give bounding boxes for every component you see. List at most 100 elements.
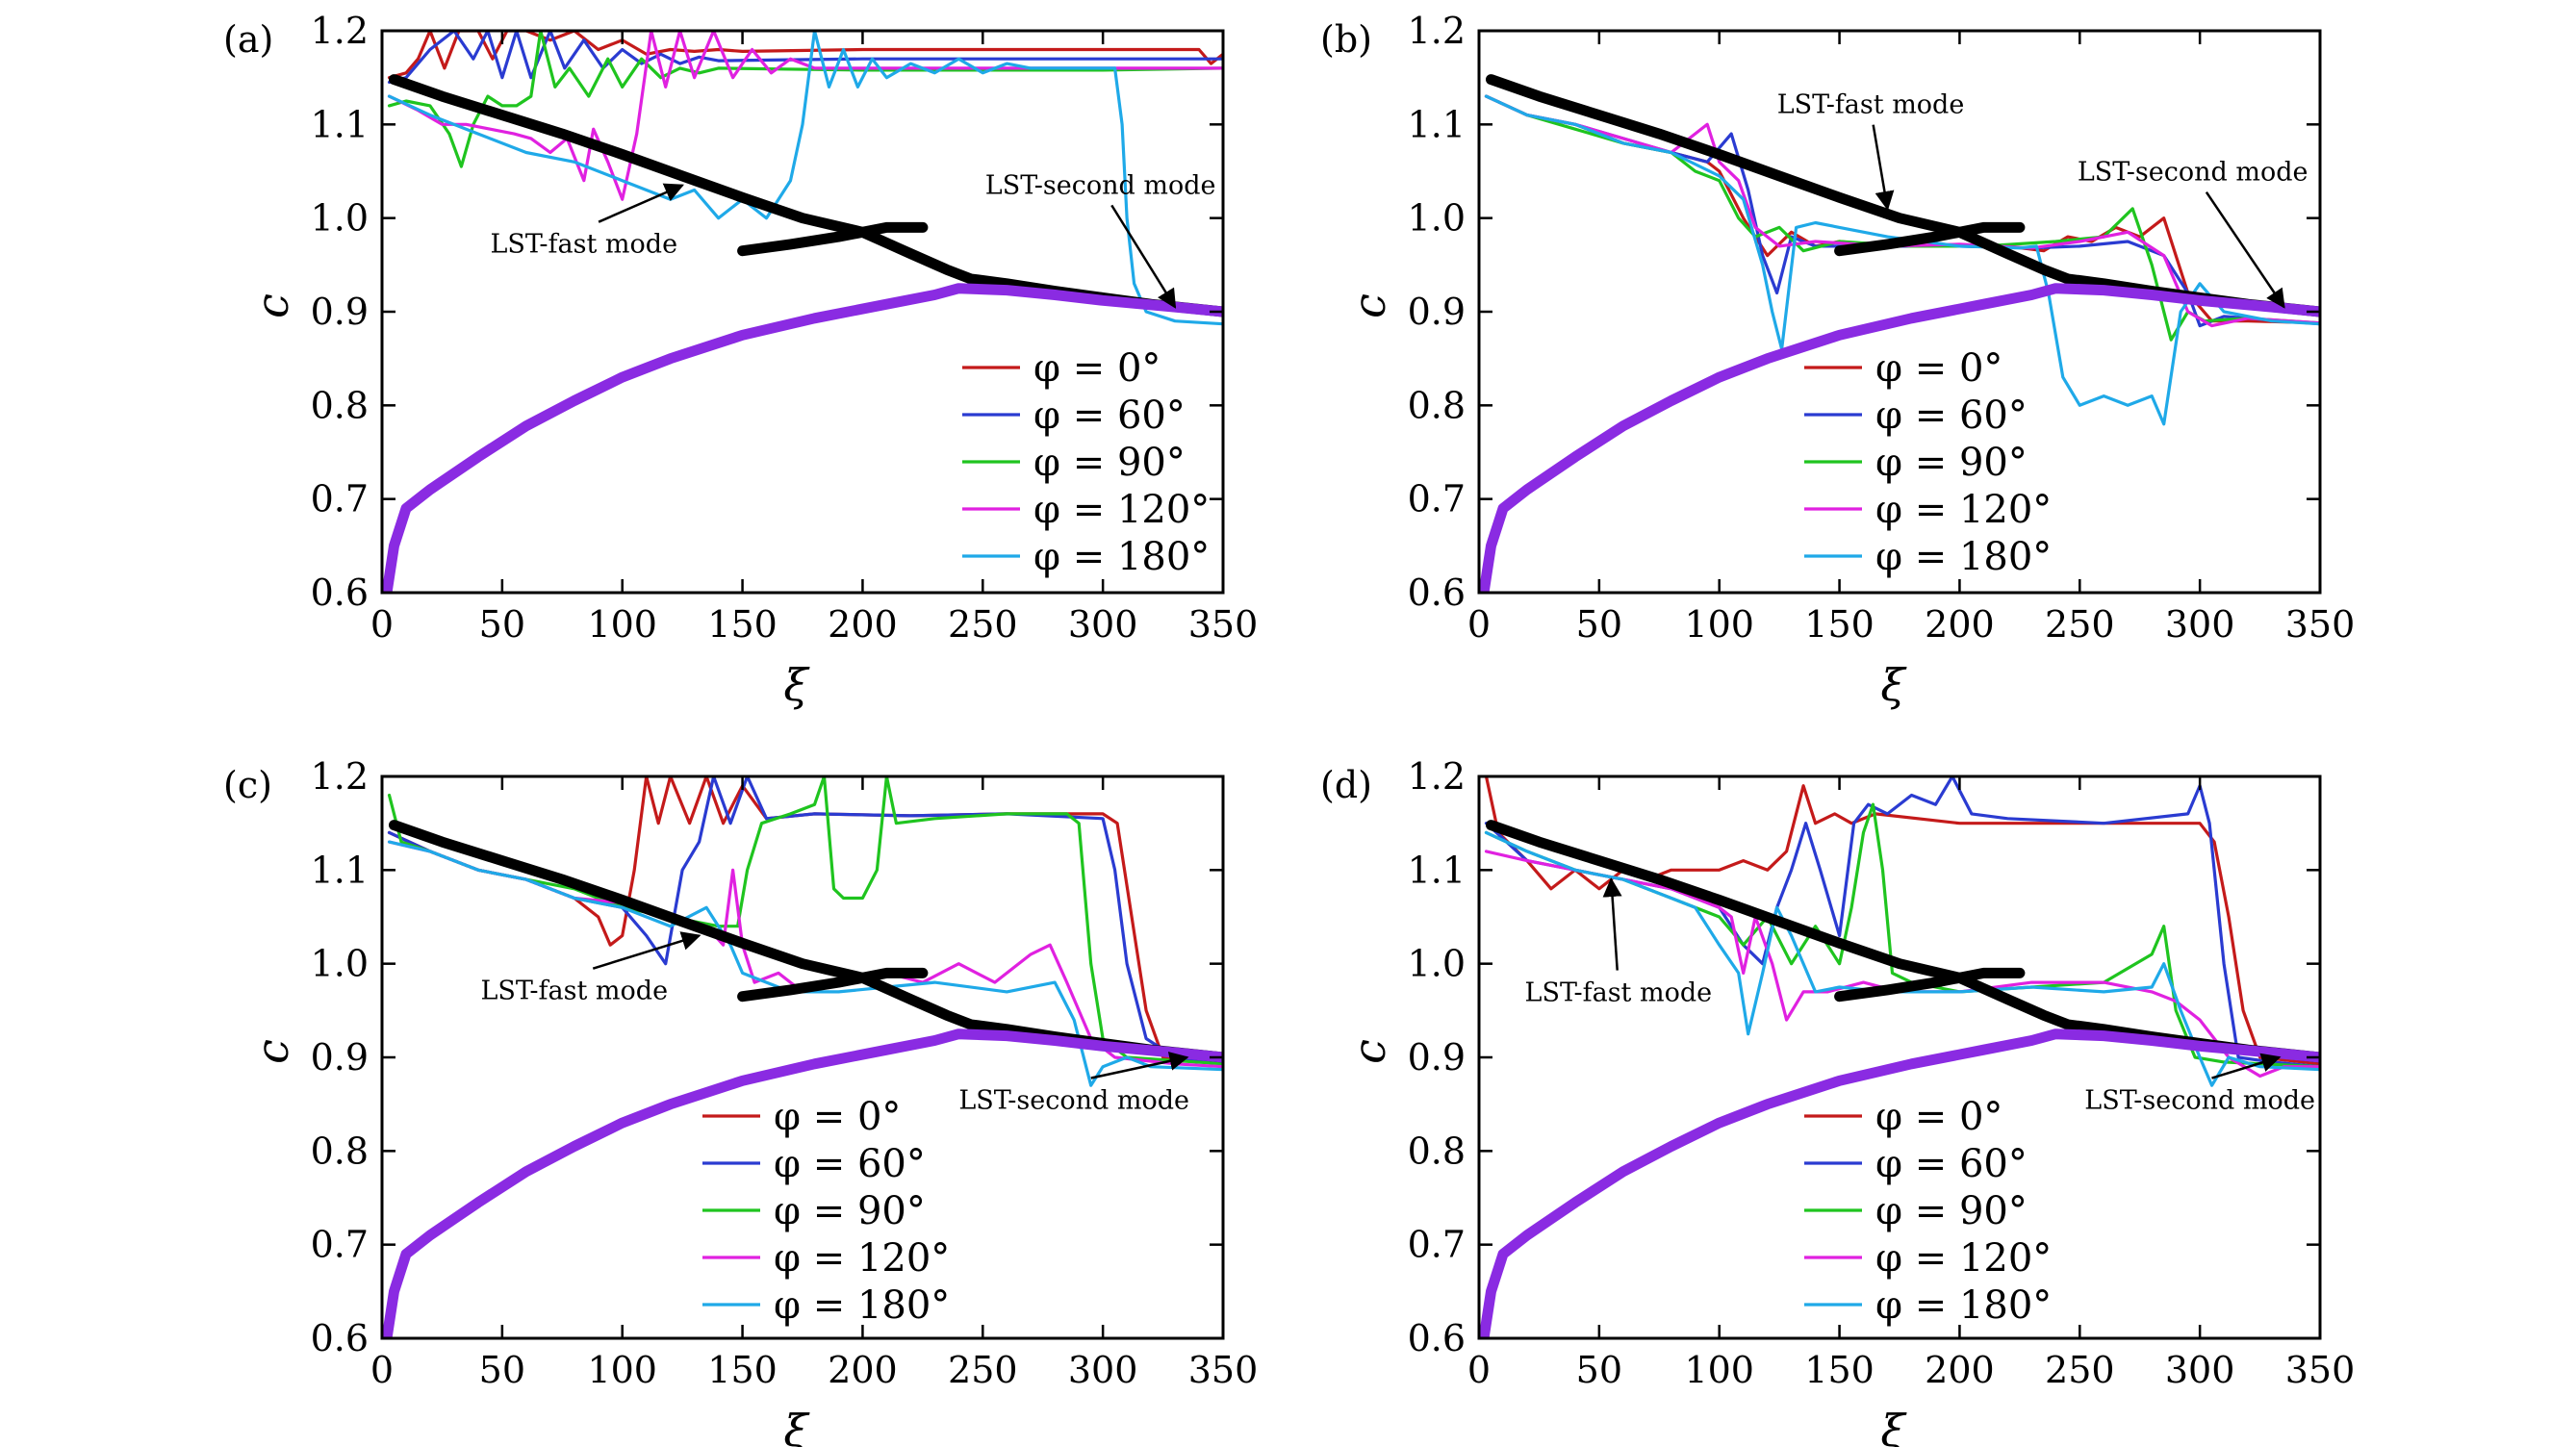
y-tick-label: 1.1 <box>1408 849 1466 891</box>
legend: φ = 0°φ = 60°φ = 90°φ = 120°φ = 180° <box>702 1095 950 1328</box>
y-axis-title: c <box>246 293 298 318</box>
legend-label: φ = 120° <box>1033 488 1210 532</box>
legend-label: φ = 90° <box>1033 441 1186 485</box>
annotation-arrow <box>1110 204 1177 309</box>
y-axis-title: c <box>1343 293 1395 318</box>
x-tick-label: 350 <box>1188 1349 1259 1391</box>
y-tick-label: 1.2 <box>1408 10 1466 52</box>
series-line-phi-60 <box>387 31 1223 85</box>
x-tick-label: 0 <box>1467 603 1491 646</box>
series-line-lst-second <box>1479 1028 2320 1338</box>
series-line-lst-second <box>382 1028 1223 1338</box>
annotation-label: LST-fast mode <box>1525 978 1713 1008</box>
annotation-label: LST-second mode <box>2078 158 2308 188</box>
y-tick-label: 0.6 <box>1408 1317 1466 1359</box>
annotation-arrow <box>1872 124 1895 211</box>
series-group <box>382 776 1223 1338</box>
y-tick-label: 1.0 <box>1408 943 1466 985</box>
series-line-phi-90 <box>1484 802 2320 1069</box>
annotation-arrow <box>2205 191 2285 309</box>
y-tick-label: 0.6 <box>1408 571 1466 614</box>
x-tick-label: 100 <box>1684 603 1754 646</box>
annotation-arrow <box>1602 877 1622 971</box>
y-tick-label: 0.8 <box>1408 384 1466 426</box>
legend-label: φ = 60° <box>1875 393 2028 438</box>
y-tick-label: 0.9 <box>311 291 369 333</box>
x-tick-label: 200 <box>828 603 898 646</box>
series-line-lst-fast <box>389 820 1223 1063</box>
y-tick-label: 0.7 <box>1408 478 1466 520</box>
y-tick-label: 0.9 <box>1408 291 1466 333</box>
y-tick-label: 0.6 <box>311 571 369 614</box>
legend-label: φ = 90° <box>774 1189 926 1233</box>
x-tick-label: 50 <box>1576 603 1622 646</box>
series-line-phi-120 <box>387 31 1223 201</box>
legend: φ = 0°φ = 60°φ = 90°φ = 120°φ = 180° <box>1804 346 2052 579</box>
x-tick-label: 200 <box>1925 1349 1995 1391</box>
legend-label: φ = 180° <box>1033 535 1210 579</box>
y-tick-label: 1.1 <box>311 849 369 891</box>
y-tick-label: 0.7 <box>311 1224 369 1266</box>
y-tick-label: 0.9 <box>1408 1036 1466 1079</box>
x-tick-label: 50 <box>479 1349 525 1391</box>
legend-label: φ = 0° <box>1033 346 1160 391</box>
series-group <box>382 31 1223 593</box>
annotation-label: LST-fast mode <box>490 230 677 260</box>
x-tick-label: 200 <box>828 1349 898 1391</box>
panel-d: 0 50 100 150 200 250 300 350 0.6 0.7 0.8 0.9 1.0 1.1 1… <box>1320 755 2355 1447</box>
legend-label: φ = 180° <box>1875 1283 2052 1328</box>
legend-label: φ = 180° <box>774 1283 950 1328</box>
legend-label: φ = 90° <box>1875 1189 2028 1233</box>
y-tick-label: 1.1 <box>311 103 369 145</box>
series-group <box>1479 776 2320 1338</box>
y-tick-label: 0.8 <box>311 1130 369 1172</box>
panel-label: (c) <box>223 764 272 806</box>
x-tick-label: 150 <box>707 603 778 646</box>
legend-label: φ = 120° <box>1875 1236 2052 1281</box>
x-tick-label: 50 <box>479 603 525 646</box>
y-tick-label: 0.7 <box>1408 1224 1466 1266</box>
series-line-lst-fast <box>1834 967 2026 1003</box>
legend: φ = 0°φ = 60°φ = 90°φ = 120°φ = 180° <box>1804 1095 2052 1328</box>
panel-label: (d) <box>1320 764 1372 806</box>
annotation-arrow <box>598 183 684 223</box>
panel-label: (b) <box>1320 18 1372 61</box>
series-line-phi-60 <box>1484 776 2320 1069</box>
panel-b: 0 50 100 150 200 250 300 350 0.6 0.7 0.8 0.9 1.0 1.1 1… <box>1320 10 2355 711</box>
legend-label: φ = 60° <box>774 1142 926 1186</box>
x-tick-label: 150 <box>1804 1349 1875 1391</box>
legend-label: φ = 0° <box>1875 346 2002 391</box>
annotation-arrow <box>2211 1053 2282 1079</box>
x-tick-label: 250 <box>948 1349 1018 1391</box>
x-tick-label: 350 <box>1188 603 1259 646</box>
x-tick-label: 0 <box>1467 1349 1491 1391</box>
series-line-phi-180 <box>387 31 1223 326</box>
panel-a: 0 50 100 150 200 250 300 350 0.6 0.7 0.8 0.9 1.0 1.1 1… <box>223 10 1258 711</box>
x-tick-label: 150 <box>707 1349 778 1391</box>
annotation-label: LST-second mode <box>2084 1086 2315 1116</box>
x-tick-label: 200 <box>1925 603 1995 646</box>
annotation-label: LST-fast mode <box>480 977 668 1006</box>
x-tick-label: 350 <box>2285 603 2356 646</box>
annotation-label: LST-second mode <box>958 1086 1189 1116</box>
series-line-lst-fast <box>737 221 929 257</box>
series-line-lst-fast <box>1834 221 2026 257</box>
x-tick-label: 0 <box>370 603 394 646</box>
y-axis-title: c <box>246 1039 298 1064</box>
y-tick-label: 1.2 <box>311 10 369 52</box>
y-tick-label: 1.2 <box>1408 755 1466 798</box>
y-tick-label: 0.9 <box>311 1036 369 1079</box>
legend-label: φ = 0° <box>1875 1095 2002 1139</box>
legend-label: φ = 90° <box>1875 441 2028 485</box>
series-line-phi-180 <box>1484 94 2320 426</box>
y-tick-label: 1.0 <box>311 943 369 985</box>
series-line-phi-0 <box>387 31 1223 80</box>
y-tick-label: 0.7 <box>311 478 369 520</box>
x-axis-title: ξ <box>783 659 810 711</box>
y-tick-label: 0.8 <box>311 384 369 426</box>
panel-label: (a) <box>223 18 273 61</box>
y-axis-title: c <box>1343 1039 1395 1064</box>
series-line-phi-90 <box>387 31 1223 168</box>
x-tick-label: 250 <box>948 603 1018 646</box>
